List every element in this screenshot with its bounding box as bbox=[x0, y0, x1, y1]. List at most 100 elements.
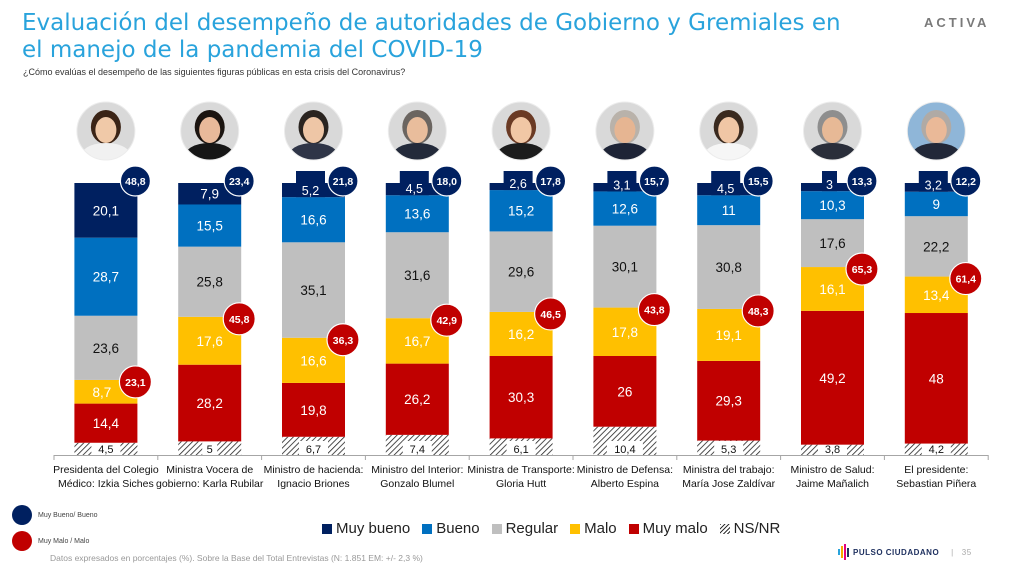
bar-segment-muy-malo bbox=[904, 313, 968, 444]
data-label: 35,1 bbox=[300, 283, 326, 298]
data-label: 4,2 bbox=[929, 444, 944, 456]
page-separator: | bbox=[951, 547, 954, 557]
key-positive-label: Muy Bueno/ Bueno bbox=[38, 511, 98, 519]
legend-swatch-icon bbox=[570, 523, 581, 534]
data-label: 3 bbox=[826, 178, 833, 192]
key-positive: Muy Bueno/ Bueno bbox=[12, 505, 98, 525]
bar-segment-bueno bbox=[697, 195, 761, 226]
negative-total-label: 36,3 bbox=[333, 335, 354, 347]
portrait-avatar bbox=[906, 101, 966, 161]
negative-total-bubble bbox=[637, 292, 672, 327]
category-label: Ministra Vocera de gobierno: Karla Rubil… bbox=[155, 464, 264, 490]
data-label: 5,3 bbox=[721, 444, 736, 456]
negative-total-label: 42,9 bbox=[437, 315, 458, 327]
muy-bueno-label-bg bbox=[711, 171, 741, 196]
legend-label: Malo bbox=[584, 520, 617, 537]
legend-label: Muy malo bbox=[642, 520, 708, 537]
bar-segment-muy-malo bbox=[385, 363, 449, 435]
data-label: 26 bbox=[617, 384, 632, 399]
data-label: 10,3 bbox=[819, 198, 845, 213]
data-label: 4,5 bbox=[98, 444, 113, 456]
legend-swatch-icon bbox=[719, 523, 730, 534]
positive-total-label: 12,2 bbox=[956, 176, 977, 188]
pulso-brand-text: PULSO CIUDADANO bbox=[853, 547, 940, 557]
bar-segment-regular bbox=[385, 232, 449, 319]
muy-bueno-label-bg bbox=[607, 171, 637, 192]
portrait-avatar bbox=[699, 101, 759, 161]
negative-total-label: 46,5 bbox=[540, 309, 561, 321]
nsnr-label-bg bbox=[299, 441, 328, 456]
page-title: Evaluación del desempeño de autoridades … bbox=[22, 10, 841, 63]
activa-logo: ACTIVA bbox=[924, 15, 990, 30]
nsnr-label-bg bbox=[402, 441, 432, 456]
nsnr-label-bg bbox=[921, 441, 951, 456]
bar-segment-muy-bueno bbox=[178, 183, 242, 205]
data-label: 31,6 bbox=[404, 268, 430, 283]
chart-legend: Muy bueno Bueno Regular Malo Muy malo NS/NR bbox=[322, 520, 780, 537]
data-label: 14,4 bbox=[93, 416, 120, 431]
negative-total-label: 23,1 bbox=[125, 377, 146, 389]
legend-label: Bueno bbox=[436, 520, 480, 537]
portrait-avatar bbox=[284, 101, 343, 161]
negative-total-bubble bbox=[533, 297, 568, 331]
data-label: 17,6 bbox=[819, 236, 845, 251]
data-label: 4,5 bbox=[717, 182, 734, 196]
positive-total-bubble bbox=[534, 165, 567, 197]
pulso-ciudadano-logo: PULSO CIUDADANO | 35 bbox=[838, 544, 972, 560]
portrait-avatar bbox=[180, 101, 240, 161]
data-label: 19,8 bbox=[300, 403, 326, 418]
bar-segment-muy-malo bbox=[801, 310, 864, 445]
data-label: 26,2 bbox=[404, 392, 430, 407]
nsnr-label-bg bbox=[714, 441, 744, 456]
category-label: El presidente: Sebastian Piñera bbox=[896, 464, 977, 490]
negative-total-bubble bbox=[741, 294, 775, 328]
data-label: 30,8 bbox=[716, 260, 742, 275]
bar-segment-muy-malo bbox=[697, 360, 761, 441]
negative-total-bubble bbox=[118, 365, 152, 399]
total-bubbles: 48,8 23,1 23,4 45,8 21,8 36,3 18,0 42,9 17,8 46,5… bbox=[118, 165, 983, 399]
bar-segment-muy-malo bbox=[74, 403, 138, 443]
nsnr-label-bg bbox=[91, 441, 121, 456]
category-label: Presidenta del Colegio Médico: Izkia Sic… bbox=[53, 464, 159, 490]
nsnr-label-bg bbox=[606, 441, 643, 456]
data-label: 6,7 bbox=[306, 444, 321, 456]
data-label: 28,7 bbox=[93, 270, 119, 285]
positive-total-bubble bbox=[742, 165, 774, 197]
data-label: 5 bbox=[207, 444, 213, 456]
negative-total-bubble bbox=[326, 323, 360, 357]
positive-total-bubble bbox=[950, 165, 982, 197]
data-label: 12,6 bbox=[612, 202, 638, 217]
data-label: 5,2 bbox=[302, 184, 319, 198]
bar-segment-muy-malo bbox=[282, 382, 345, 437]
bar-segment-bueno bbox=[178, 204, 242, 247]
legend-item: Bueno bbox=[422, 520, 480, 537]
bar-segment-muy-malo bbox=[178, 364, 242, 442]
legend-item: NS/NR bbox=[719, 520, 780, 537]
data-label: 29,3 bbox=[716, 394, 742, 409]
data-label: 29,6 bbox=[508, 265, 534, 280]
bar-segment-regular bbox=[697, 225, 761, 309]
data-label: 30,3 bbox=[508, 390, 534, 405]
data-label: 17,6 bbox=[197, 334, 223, 349]
positive-total-label: 21,8 bbox=[333, 176, 354, 188]
legend-item: Muy bueno bbox=[322, 520, 410, 537]
negative-total-label: 61,4 bbox=[956, 274, 977, 286]
data-label: 23,6 bbox=[93, 341, 119, 356]
data-label: 3,2 bbox=[925, 179, 942, 193]
positive-total-bubble bbox=[431, 165, 463, 197]
data-label: 28,2 bbox=[197, 396, 223, 411]
page-number: 35 bbox=[961, 547, 972, 557]
data-label: 15,2 bbox=[508, 204, 534, 219]
bar-segment-regular bbox=[593, 225, 657, 308]
muy-bueno-label-bg bbox=[822, 171, 837, 192]
key-negative-label: Muy Malo / Malo bbox=[38, 537, 90, 545]
legend-swatch-icon bbox=[491, 523, 502, 534]
muy-bueno-label-bg bbox=[399, 171, 429, 196]
legend-swatch-icon bbox=[322, 523, 332, 534]
positive-total-label: 17,8 bbox=[540, 176, 561, 188]
bar-segment-muy-malo bbox=[593, 355, 657, 427]
negative-total-bubble bbox=[430, 303, 464, 337]
bar-segment-bueno bbox=[801, 191, 864, 220]
negative-total-label: 45,8 bbox=[229, 314, 250, 326]
